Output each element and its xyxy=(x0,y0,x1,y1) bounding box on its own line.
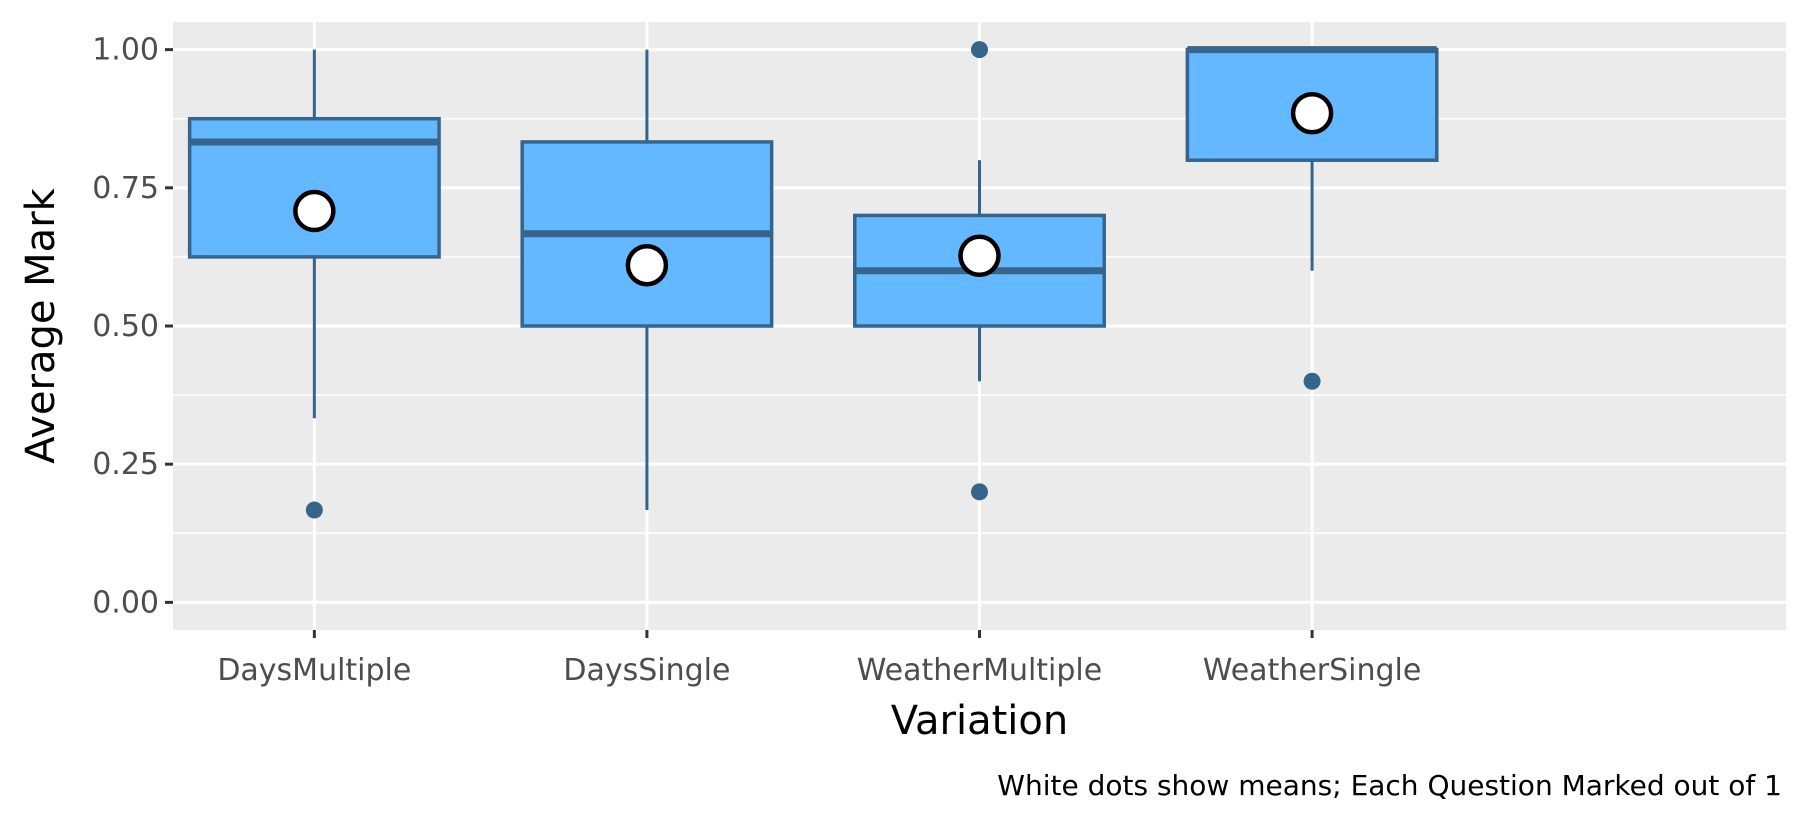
y-tick-label: 0.00 xyxy=(92,585,159,620)
outlier-point xyxy=(1303,372,1321,390)
box-group xyxy=(853,41,1106,501)
box-group xyxy=(1185,46,1439,390)
mean-point xyxy=(958,234,1001,278)
x-axis-title: Variation xyxy=(891,698,1068,744)
x-tick-label: DaysSingle xyxy=(563,653,730,688)
outlier-point xyxy=(971,41,988,59)
y-axis: 0.00 0.25 0.50 0.75 1.00 xyxy=(92,33,173,620)
x-axis: DaysMultiple DaysSingle WeatherMultiple Wea… xyxy=(217,630,1421,688)
y-axis-title: Average Mark xyxy=(18,187,64,463)
outlier-point xyxy=(305,501,323,519)
chart-caption: White dots show means; Each Question Mar… xyxy=(997,769,1782,802)
x-tick-label: WeatherSingle xyxy=(1203,653,1422,688)
mean-point xyxy=(625,243,669,287)
box-group xyxy=(520,49,774,511)
mean-point xyxy=(293,189,336,233)
y-tick-label: 0.50 xyxy=(92,309,159,344)
y-tick-label: 1.00 xyxy=(92,33,159,68)
box-group xyxy=(187,49,441,519)
boxes xyxy=(187,41,1439,519)
outlier-point xyxy=(971,483,988,501)
mean-point xyxy=(1290,91,1334,135)
y-tick-label: 0.25 xyxy=(92,447,159,482)
x-tick-label: WeatherMultiple xyxy=(857,653,1102,688)
x-tick-label: DaysMultiple xyxy=(217,653,411,688)
y-tick-label: 0.75 xyxy=(92,171,159,206)
